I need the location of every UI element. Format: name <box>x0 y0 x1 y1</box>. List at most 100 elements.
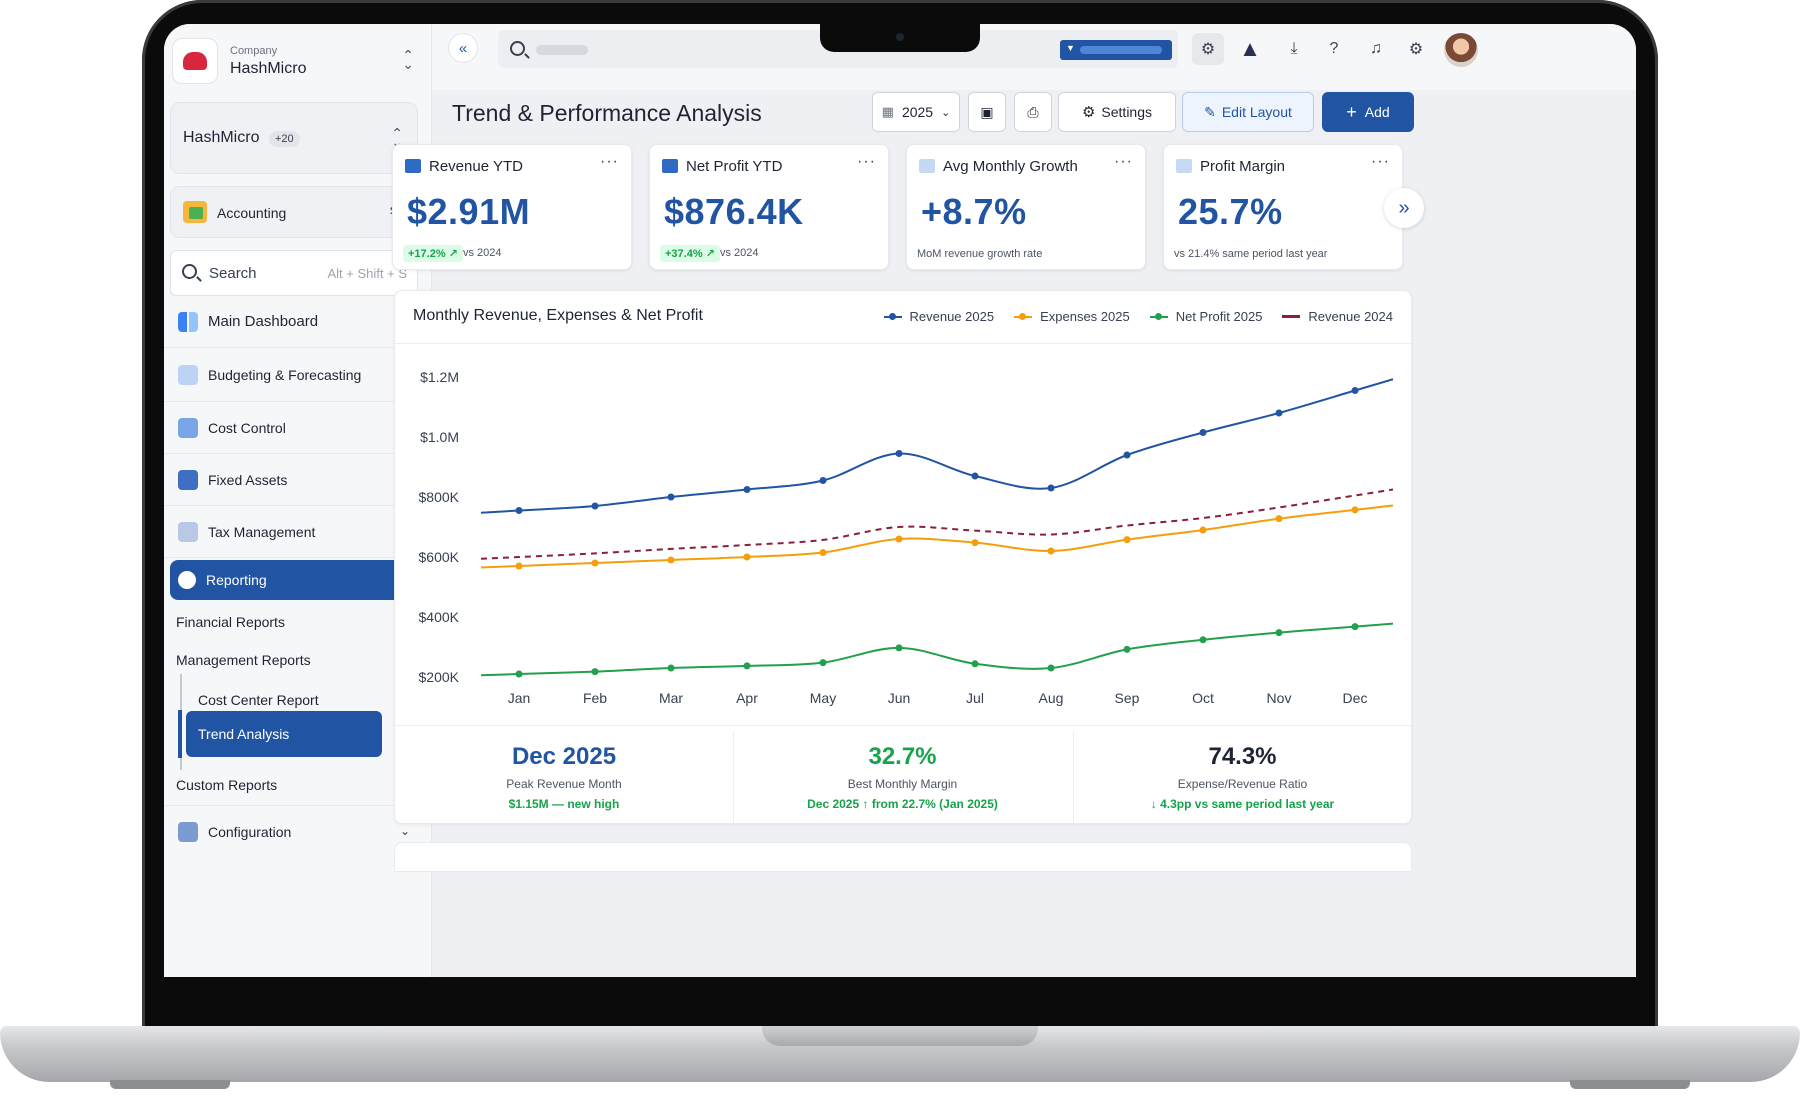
kpi-value: $876.4K <box>664 191 804 232</box>
sliders-icon[interactable]: ⚙ <box>1192 33 1224 65</box>
add-button-label: Add <box>1364 104 1390 120</box>
chart-divider <box>395 343 1411 344</box>
y-tick-label: $600K <box>419 549 460 565</box>
kpi-value: $2.91M <box>407 191 531 232</box>
kpi-title: Revenue YTD <box>429 158 523 175</box>
sidebar-item-label: Configuration <box>208 824 292 840</box>
next-cards-button[interactable]: » <box>1384 188 1424 228</box>
legend-item[interactable]: Revenue 2024 <box>1282 309 1393 324</box>
company-switcher[interactable]: Company HashMicro ⌃ ⌄ <box>172 36 424 86</box>
chevron-down-icon: ⌄ <box>941 106 951 119</box>
sidebar-item-fixed-assets[interactable]: Fixed Assets ⌄ <box>164 454 432 506</box>
sidebar-item-management-reports[interactable]: Management Reports ⌃ <box>176 642 416 678</box>
more-icon[interactable]: ··· <box>600 153 619 170</box>
data-point <box>591 559 599 567</box>
sidebar-item-custom-reports[interactable]: Custom Reports ⌄ <box>164 764 432 806</box>
kpi-subtext: MoM revenue growth rate <box>917 248 1043 260</box>
legend-item[interactable]: Net Profit 2025 <box>1149 309 1262 324</box>
legend-label: Revenue 2025 <box>909 309 995 324</box>
year-select[interactable]: ▦ 2025 ⌄ <box>872 92 960 132</box>
chart-title: Monthly Revenue, Expenses & Net Profit <box>413 307 703 324</box>
growth-chart-icon <box>919 159 935 173</box>
stat-note: Dec 2025 ↑ from 22.7% (Jan 2025) <box>807 797 998 811</box>
sidebar-item-label: Financial Reports <box>176 614 285 630</box>
y-tick-label: $200K <box>419 669 460 685</box>
x-tick-label: Jan <box>508 690 531 706</box>
stat-label: Expense/Revenue Ratio <box>1177 777 1308 791</box>
x-tick-label: Oct <box>1192 690 1214 706</box>
data-point <box>667 664 675 672</box>
kpi-card-profit-margin[interactable]: Profit Margin ··· 25.7% vs 21.4% same pe… <box>1163 144 1403 270</box>
data-point <box>591 502 599 510</box>
kpi-card-avg-monthly-growth[interactable]: Avg Monthly Growth ··· +8.7% MoM revenue… <box>906 144 1146 270</box>
data-point <box>515 562 523 570</box>
screen: Company HashMicro ⌃ ⌄ HashMicro +20 ⌃ ⌄ Ac… <box>164 24 1636 977</box>
present-icon: ▣ <box>980 103 994 120</box>
more-icon[interactable]: ··· <box>857 153 876 170</box>
data-point <box>1123 536 1131 544</box>
help-icon[interactable]: ? <box>1329 40 1339 57</box>
settings-button[interactable]: ⚙ Settings <box>1058 92 1176 132</box>
add-button[interactable]: + Add <box>1322 92 1414 132</box>
legend-item[interactable]: Revenue 2025 <box>883 309 995 324</box>
pie-chart-icon <box>178 571 196 589</box>
present-button[interactable]: ▣ <box>968 92 1006 132</box>
legend-swatch <box>883 312 902 320</box>
stat-value: 32.7% <box>868 743 937 770</box>
workspace-name: HashMicro <box>183 129 260 146</box>
wizard-hat-icon[interactable]: ▲ <box>1239 36 1261 61</box>
edit-layout-button[interactable]: ✎ Edit Layout <box>1182 92 1314 132</box>
chart-icon <box>178 364 198 385</box>
data-point <box>515 507 523 514</box>
workspace-switcher[interactable]: HashMicro +20 ⌃ ⌄ <box>170 102 418 174</box>
kpi-value: 25.7% <box>1178 191 1283 232</box>
sidebar-item-label: Custom Reports <box>176 776 278 793</box>
sidebar-item-budgeting[interactable]: Budgeting & Forecasting ⌄ <box>164 348 432 402</box>
gear-icon: ⚙ <box>1081 104 1096 121</box>
dashboard-icon <box>178 311 198 332</box>
series-line-revenue-2025 <box>480 378 1394 514</box>
kpi-card-revenue-ytd[interactable]: Revenue YTD ··· $2.91M +17.2% ↗ vs 2024 <box>392 144 632 270</box>
module-switcher[interactable]: Accounting ⇆ <box>170 186 418 238</box>
x-tick-label: Feb <box>583 690 607 706</box>
download-icon[interactable]: ⤓ <box>1290 40 1298 57</box>
chevron-updown-icon[interactable]: ⌃ ⌄ <box>402 47 414 72</box>
camera-notch <box>820 24 980 52</box>
sidebar-item-configuration[interactable]: Configuration ⌄ <box>164 806 432 858</box>
sidebar-search[interactable]: Search Alt + Shift + S <box>170 250 418 296</box>
company-name: HashMicro <box>230 59 307 77</box>
data-point <box>819 549 827 556</box>
pencil-icon: ✎ <box>1204 103 1216 120</box>
legend-swatch <box>1149 312 1168 320</box>
sidebar-item-financial-reports[interactable]: Financial Reports ⌄ <box>176 604 416 640</box>
kpi-change-badge: +37.4% ↗ <box>660 245 720 262</box>
collapse-sidebar-icon[interactable]: « <box>448 33 478 63</box>
box-icon <box>178 469 198 490</box>
avatar[interactable] <box>1444 33 1478 67</box>
kpi-card-net-profit-ytd[interactable]: Net Profit YTD ··· $876.4K +37.4% ↗ vs 2… <box>649 144 889 270</box>
data-point <box>1199 636 1207 644</box>
gear-icon[interactable]: ⚙ <box>1408 41 1424 58</box>
more-icon[interactable]: ··· <box>1371 153 1390 170</box>
sidebar-item-cost-control[interactable]: Cost Control ⌄ <box>164 402 432 454</box>
legend-item[interactable]: Expenses 2025 <box>1014 309 1130 324</box>
bell-icon[interactable]: ♫ <box>1370 40 1382 57</box>
sidebar-item-cost-center-report[interactable]: Cost Center Report <box>186 680 386 720</box>
search-shortcut-hint: Alt + Shift + S <box>327 266 408 281</box>
filter-chip[interactable] <box>1060 40 1172 60</box>
more-icon[interactable]: ··· <box>1114 153 1133 170</box>
sidebar-item-tax-management[interactable]: Tax Management ⌄ <box>164 506 432 558</box>
sidebar-item-label: Fixed Assets <box>208 471 288 488</box>
data-point <box>743 486 751 493</box>
x-tick-label: Sep <box>1115 690 1140 706</box>
sidebar-item-trend-analysis[interactable]: Trend Analysis <box>186 711 382 757</box>
print-button[interactable]: ⎙ <box>1014 92 1052 132</box>
sidebar-item-reporting[interactable]: Reporting ⌃ <box>170 560 418 600</box>
legend-label: Revenue 2024 <box>1308 309 1393 324</box>
data-point <box>515 670 523 678</box>
stat-label: Best Monthly Margin <box>847 777 958 791</box>
kpi-title: Net Profit YTD <box>686 158 783 175</box>
sidebar-item-label: Cost Center Report <box>198 692 319 708</box>
stat-peak-revenue: Dec 2025 Peak Revenue Month $1.15M — new… <box>395 731 733 825</box>
sidebar-item-main-dashboard[interactable]: Main Dashboard <box>164 296 432 348</box>
